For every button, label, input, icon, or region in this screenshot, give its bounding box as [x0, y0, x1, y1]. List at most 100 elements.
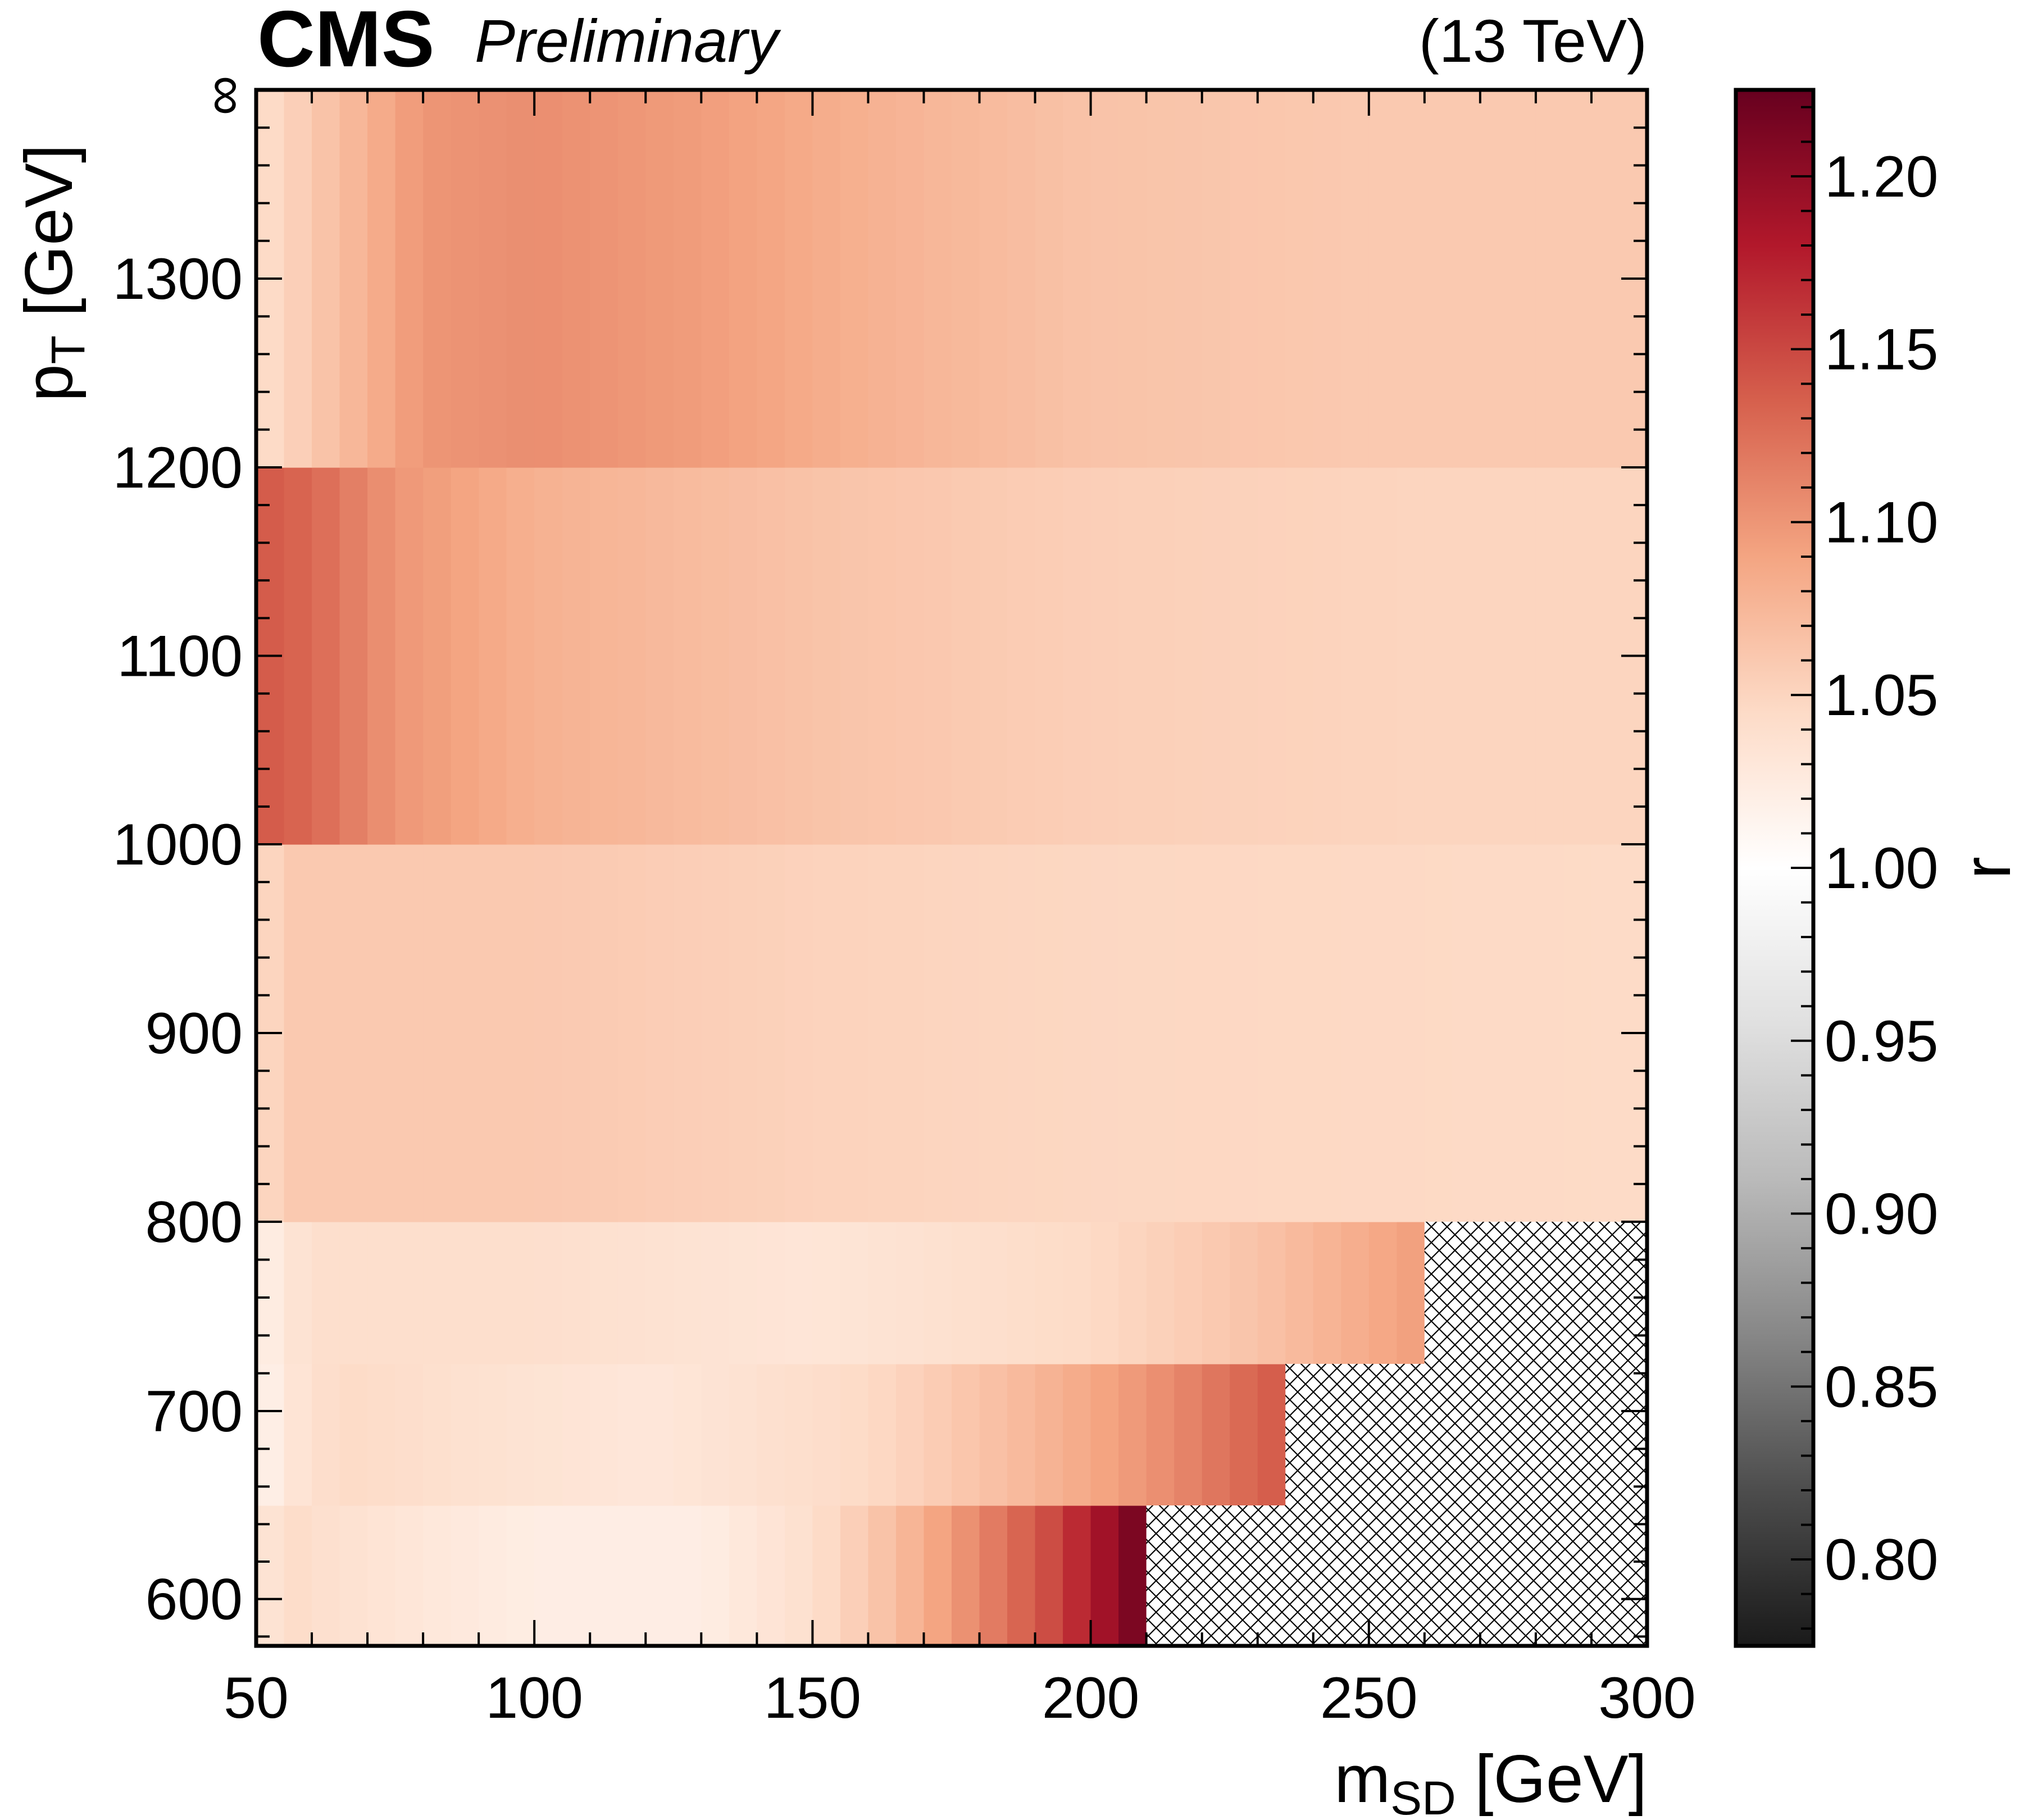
heatmap-cell-r1: [1257, 1364, 1286, 1506]
heatmap-cells: [256, 90, 1648, 1646]
heatmap-cell-r3: [868, 844, 897, 1222]
heatmap-cell-r3: [1368, 844, 1397, 1222]
heatmap-cell-r2: [1118, 1222, 1147, 1364]
heatmap-cell-r5: [1035, 90, 1063, 468]
heatmap-cell-r1: [534, 1364, 563, 1506]
heatmap-cell-r4: [617, 467, 646, 845]
heatmap-cell-r4: [1313, 467, 1341, 845]
y-axis-label-unit: [GeV]: [11, 144, 87, 335]
heatmap-cell-r4: [1007, 467, 1036, 845]
heatmap-cell-r3: [367, 844, 396, 1222]
heatmap-cell-r5: [868, 90, 897, 468]
x-tick-label: 100: [485, 1666, 583, 1731]
heatmap-cell-r0: [256, 1505, 285, 1646]
svg-text:mSD [GeV]: mSD [GeV]: [1334, 1741, 1647, 1820]
y-tick-label: 1000: [113, 812, 243, 877]
heatmap-cell-r3: [284, 844, 312, 1222]
heatmap-cell-r4: [395, 467, 424, 845]
x-tick-label: 300: [1598, 1666, 1696, 1731]
colorbar-tick-label: 1.20: [1825, 144, 1938, 210]
heatmap-cell-r0: [812, 1505, 841, 1646]
heatmap-cell-r1: [339, 1364, 368, 1506]
heatmap-cell-r4: [1285, 467, 1314, 845]
heatmap-cell-r3: [312, 844, 340, 1222]
heatmap-cell-r2: [423, 1222, 452, 1364]
heatmap-cell-r3: [423, 844, 452, 1222]
heatmap-cell-r0: [562, 1505, 590, 1646]
heatmap-cell-r4: [562, 467, 590, 845]
heatmap-cell-r4: [423, 467, 452, 845]
heatmap-cell-r1: [617, 1364, 646, 1506]
heatmap-cell-r0: [367, 1505, 396, 1646]
plot-axes: [254, 88, 1649, 1648]
energy-label: (13 TeV): [1419, 7, 1647, 75]
heatmap-cell-r2: [1090, 1222, 1119, 1364]
heatmap-cell-r0: [952, 1505, 980, 1646]
heatmap-cell-r4: [1202, 467, 1230, 845]
heatmap-cell-r1: [1230, 1364, 1258, 1506]
heatmap-cell-r3: [1118, 844, 1147, 1222]
heatmap-cell-r4: [924, 467, 952, 845]
colorbar-label: r: [1949, 857, 2024, 879]
heatmap-cell-r3: [479, 844, 507, 1222]
heatmap-cell-r3: [1535, 844, 1564, 1222]
heatmap-cell-r1: [952, 1364, 980, 1506]
heatmap-cell-r3: [784, 844, 813, 1222]
heatmap-cell-r3: [840, 844, 869, 1222]
heatmap-cell-r4: [895, 467, 925, 845]
heatmap-cell-r0: [784, 1505, 813, 1646]
heatmap-cell-r3: [1257, 844, 1286, 1222]
heatmap-cell-r5: [479, 90, 507, 468]
heatmap-cell-r0: [423, 1505, 452, 1646]
heatmap-cell-r3: [924, 844, 952, 1222]
colorbar: [1734, 88, 1816, 1648]
y-tick-label: 1300: [113, 247, 243, 312]
heatmap-cell-r4: [451, 467, 479, 845]
heatmap-cell-r3: [1313, 844, 1341, 1222]
heatmap-cell-r5: [701, 90, 730, 468]
heatmap-cell-r5: [1591, 90, 1620, 468]
heatmap-cell-r3: [1452, 844, 1481, 1222]
heatmap-cell-r1: [1118, 1364, 1147, 1506]
heatmap-cell-r4: [757, 467, 785, 845]
heatmap-cell-r3: [1146, 844, 1175, 1222]
heatmap-cell-r4: [1452, 467, 1481, 845]
heatmap-cell-r3: [617, 844, 646, 1222]
heatmap-cell-r5: [895, 90, 925, 468]
heatmap-cell-r1: [451, 1364, 479, 1506]
heatmap-cell-r2: [367, 1222, 396, 1364]
heatmap-cell-r4: [812, 467, 841, 845]
heatmap-cell-r1: [979, 1364, 1008, 1506]
heatmap-cell-r1: [395, 1364, 424, 1506]
heatmap-cell-r5: [590, 90, 618, 468]
heatmap-cell-r5: [395, 90, 424, 468]
x-axis-label-unit: [GeV]: [1456, 1741, 1647, 1817]
heatmap-cell-r4: [1424, 467, 1453, 845]
heatmap-cell-r5: [451, 90, 479, 468]
heatmap-cell-r2: [952, 1222, 980, 1364]
heatmap-cell-r3: [1285, 844, 1314, 1222]
heatmap-cell-r5: [1230, 90, 1258, 468]
heatmap-cell-r3: [952, 844, 980, 1222]
colorbar-tick-label: 0.90: [1825, 1182, 1938, 1247]
heatmap-cell-r5: [284, 90, 312, 468]
heatmap-cell-r1: [729, 1364, 757, 1506]
x-tick-label: 200: [1042, 1666, 1140, 1731]
heatmap-cell-r5: [617, 90, 646, 468]
y-tick-label: 1200: [113, 435, 243, 501]
heatmap-cell-r4: [952, 467, 980, 845]
heatmap-cell-r5: [673, 90, 702, 468]
heatmap-cell-r3: [1591, 844, 1620, 1222]
heatmap-cell-r5: [924, 90, 952, 468]
heatmap-cell-r5: [784, 90, 813, 468]
colorbar-tick-label: 1.05: [1825, 663, 1938, 728]
heatmap-cell-r1: [645, 1364, 674, 1506]
heatmap-cell-r4: [1480, 467, 1508, 845]
heatmap-cell-r2: [979, 1222, 1008, 1364]
heatmap-cell-r4: [367, 467, 396, 845]
heatmap-cell-r2: [1202, 1222, 1230, 1364]
heatmap-cell-r2: [895, 1222, 925, 1364]
heatmap-cell-r5: [1313, 90, 1341, 468]
status-label: Preliminary: [475, 7, 781, 75]
heatmap-cell-r3: [590, 844, 618, 1222]
